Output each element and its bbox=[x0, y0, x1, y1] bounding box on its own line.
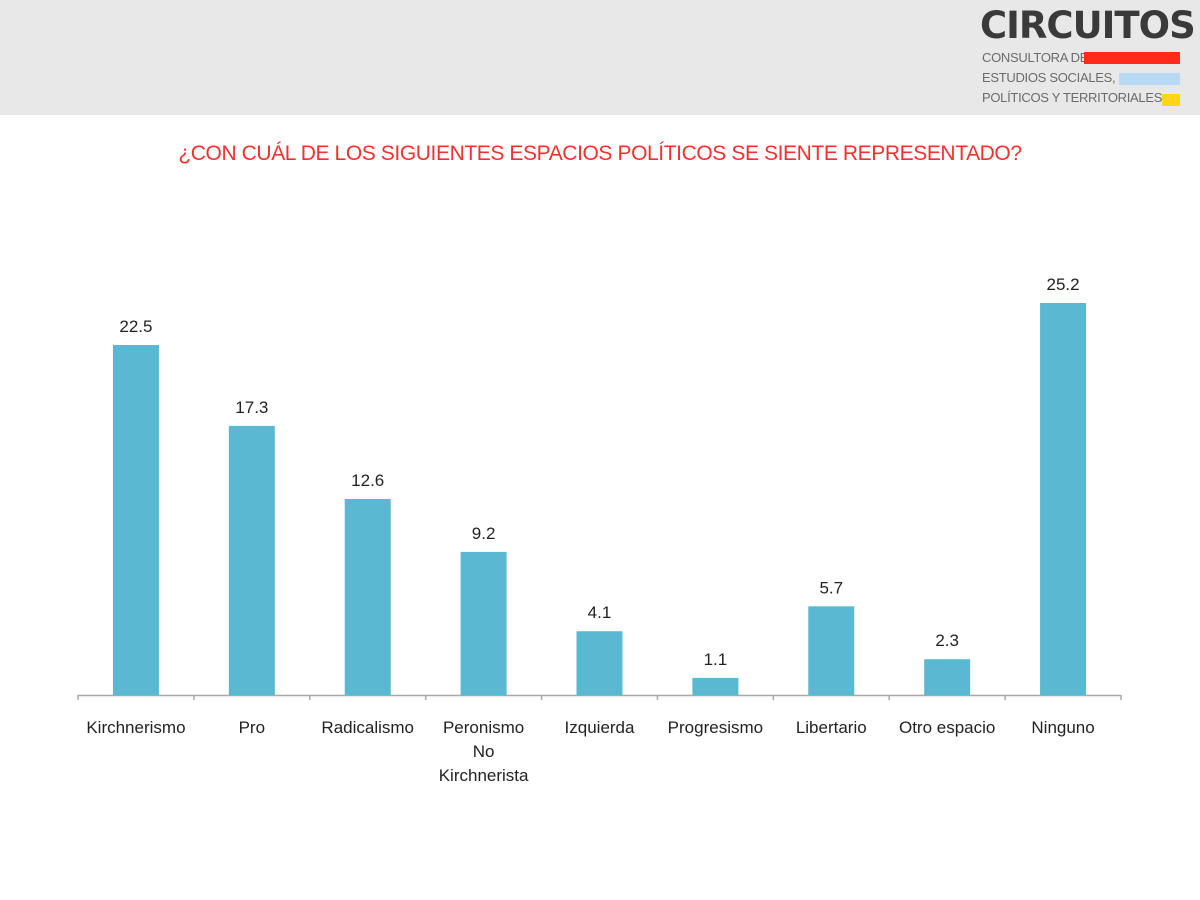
logo-line-2: ESTUDIOS SOCIALES, bbox=[982, 70, 1116, 85]
header-band bbox=[0, 0, 1200, 115]
category-label: Peronismo bbox=[443, 718, 524, 737]
category-label: Ninguno bbox=[1031, 718, 1094, 737]
bar-peronismo-no-kirchnerista bbox=[460, 551, 507, 695]
bar-ninguno bbox=[1040, 303, 1087, 695]
category-label: Progresismo bbox=[668, 718, 763, 737]
value-label: 5.7 bbox=[819, 578, 843, 597]
bar-pro bbox=[228, 425, 275, 695]
bar-libertario bbox=[808, 606, 855, 695]
category-label: Libertario bbox=[796, 718, 867, 737]
circuitos-logo: CIRCUITOS CONSULTORA DE ESTUDIOS SOCIALE… bbox=[980, 6, 1196, 110]
value-label: 9.2 bbox=[472, 524, 496, 543]
logo-stripe-blue bbox=[1119, 73, 1180, 85]
logo-stripe-red bbox=[1084, 52, 1180, 64]
value-label: 4.1 bbox=[588, 603, 612, 622]
logo-stripe-yellow bbox=[1162, 94, 1180, 106]
bar-otro-espacio bbox=[924, 659, 971, 695]
value-label: 25.2 bbox=[1047, 275, 1080, 294]
bar-kirchnerismo bbox=[112, 345, 159, 695]
category-label: Radicalismo bbox=[321, 718, 414, 737]
logo-line-3: POLÍTICOS Y TERRITORIALES bbox=[982, 90, 1163, 105]
category-label: Kirchnerista bbox=[439, 766, 529, 785]
category-label: Pro bbox=[239, 718, 265, 737]
bar-progresismo bbox=[692, 677, 739, 695]
bar-izquierda bbox=[576, 631, 623, 695]
bar-radicalismo bbox=[344, 499, 391, 695]
chart-title: ¿CON CUÁL DE LOS SIGUIENTES ESPACIOS POL… bbox=[178, 142, 1022, 165]
value-label: 1.1 bbox=[704, 650, 728, 669]
value-label: 22.5 bbox=[119, 317, 152, 336]
category-label: No bbox=[473, 742, 495, 761]
value-label: 2.3 bbox=[935, 631, 959, 650]
category-label: Izquierda bbox=[565, 718, 635, 737]
logo-name: CIRCUITOS bbox=[980, 4, 1196, 47]
logo-line-1: CONSULTORA DE bbox=[982, 50, 1089, 65]
value-label: 17.3 bbox=[235, 398, 268, 417]
category-label: Otro espacio bbox=[899, 718, 995, 737]
value-label: 12.6 bbox=[351, 471, 384, 490]
category-label: Kirchnerismo bbox=[86, 718, 185, 737]
